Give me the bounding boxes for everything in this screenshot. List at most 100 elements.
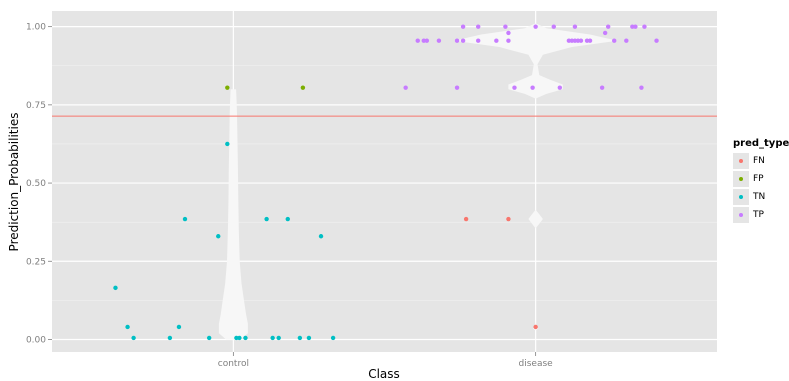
- legend-item-fn: FN: [733, 152, 789, 170]
- point-tp: [557, 85, 563, 90]
- point-tn: [306, 335, 312, 341]
- point-tp: [403, 85, 408, 90]
- point-tn: [206, 335, 212, 341]
- point-tn: [330, 335, 336, 341]
- legend-label: FP: [753, 174, 764, 184]
- point-tn: [216, 234, 221, 239]
- point-tp: [624, 38, 629, 43]
- legend-dot: [739, 213, 743, 217]
- legend-label: TN: [753, 192, 766, 202]
- legend-label: TP: [753, 210, 764, 220]
- point-fp: [225, 85, 230, 90]
- point-tp: [476, 24, 481, 29]
- point-tn: [225, 141, 230, 147]
- point-tp: [572, 24, 578, 29]
- point-tn: [270, 335, 275, 341]
- y-tick-label: 0.75: [26, 101, 46, 111]
- legend-title: pred_type: [733, 138, 789, 149]
- y-axis-ticks: 0.00 0.25 0.50 0.75 1.00: [26, 23, 52, 345]
- point-tn: [234, 335, 239, 341]
- point-fp: [300, 85, 306, 90]
- legend-items: FN FP TN TP: [733, 152, 789, 224]
- point-fn: [506, 216, 511, 222]
- minor-gridlines: [52, 65, 717, 301]
- point-layer: [113, 24, 659, 341]
- point-fn: [533, 324, 538, 330]
- point-tn: [243, 335, 248, 341]
- point-tp: [639, 85, 644, 90]
- violin-disease: [454, 23, 618, 331]
- violin-layer: [218, 23, 618, 340]
- y-tick-label: 0.00: [26, 335, 46, 345]
- point-tp: [503, 24, 508, 29]
- point-tp: [587, 38, 593, 43]
- legend-key: [733, 171, 749, 187]
- point-tp: [454, 85, 460, 90]
- y-axis-title: Prediction_Probabilities: [7, 113, 21, 252]
- legend-dot: [739, 159, 743, 163]
- legend-key: [733, 153, 749, 169]
- point-tp: [578, 38, 584, 43]
- point-tp: [512, 85, 517, 90]
- violin-control: [218, 89, 248, 340]
- point-tp: [602, 30, 608, 36]
- x-axis-ticks: control disease: [218, 352, 553, 369]
- y-tick-label: 0.50: [26, 179, 46, 189]
- point-tn: [176, 324, 182, 330]
- legend-item-fp: FP: [733, 170, 789, 188]
- point-tp: [566, 38, 572, 43]
- point-tp: [460, 24, 466, 29]
- point-tp: [415, 38, 420, 43]
- point-tp: [421, 38, 426, 43]
- point-tp: [584, 38, 590, 43]
- y-tick-label: 1.00: [26, 23, 46, 33]
- point-tp: [642, 24, 647, 29]
- point-tp: [654, 38, 659, 43]
- point-tn: [264, 216, 269, 222]
- point-tn: [125, 324, 130, 330]
- x-tick-label-disease: disease: [519, 359, 554, 369]
- x-tick-label-control: control: [218, 359, 249, 369]
- point-tn: [297, 335, 303, 341]
- point-tp: [599, 85, 605, 90]
- point-tn: [276, 335, 281, 341]
- point-tp: [630, 24, 635, 29]
- point-tn: [318, 234, 324, 239]
- y-tick-label: 0.25: [26, 257, 46, 267]
- plot-panel: [52, 11, 717, 352]
- point-tp: [533, 24, 538, 29]
- point-tp: [424, 38, 430, 43]
- legend-dot: [739, 177, 743, 181]
- point-tp: [436, 38, 442, 43]
- legend-item-tn: TN: [733, 188, 789, 206]
- legend-item-tp: TP: [733, 206, 789, 224]
- point-tp: [460, 38, 466, 43]
- point-tp: [605, 24, 611, 29]
- point-tn: [285, 216, 290, 222]
- point-tp: [494, 38, 499, 43]
- point-fn: [463, 216, 469, 222]
- point-tp: [569, 38, 575, 43]
- point-tp: [476, 38, 481, 43]
- point-tp: [506, 30, 511, 36]
- legend-dot: [739, 195, 743, 199]
- point-tn: [167, 335, 173, 341]
- legend-label: FN: [753, 156, 765, 166]
- point-tp: [506, 38, 511, 43]
- point-tp: [572, 38, 578, 43]
- point-tn: [131, 335, 136, 341]
- point-tn: [182, 216, 188, 222]
- x-axis-title: Class: [368, 367, 400, 381]
- point-tp: [612, 38, 617, 43]
- point-tp: [551, 24, 556, 29]
- point-tp: [633, 24, 638, 29]
- point-tp: [575, 38, 581, 43]
- legend-key: [733, 189, 749, 205]
- legend-key: [733, 207, 749, 223]
- legend: pred_type FN FP TN TP: [733, 138, 789, 224]
- point-tp: [530, 85, 535, 90]
- point-tn: [113, 285, 118, 291]
- point-tp: [454, 38, 460, 43]
- point-tn: [237, 335, 242, 341]
